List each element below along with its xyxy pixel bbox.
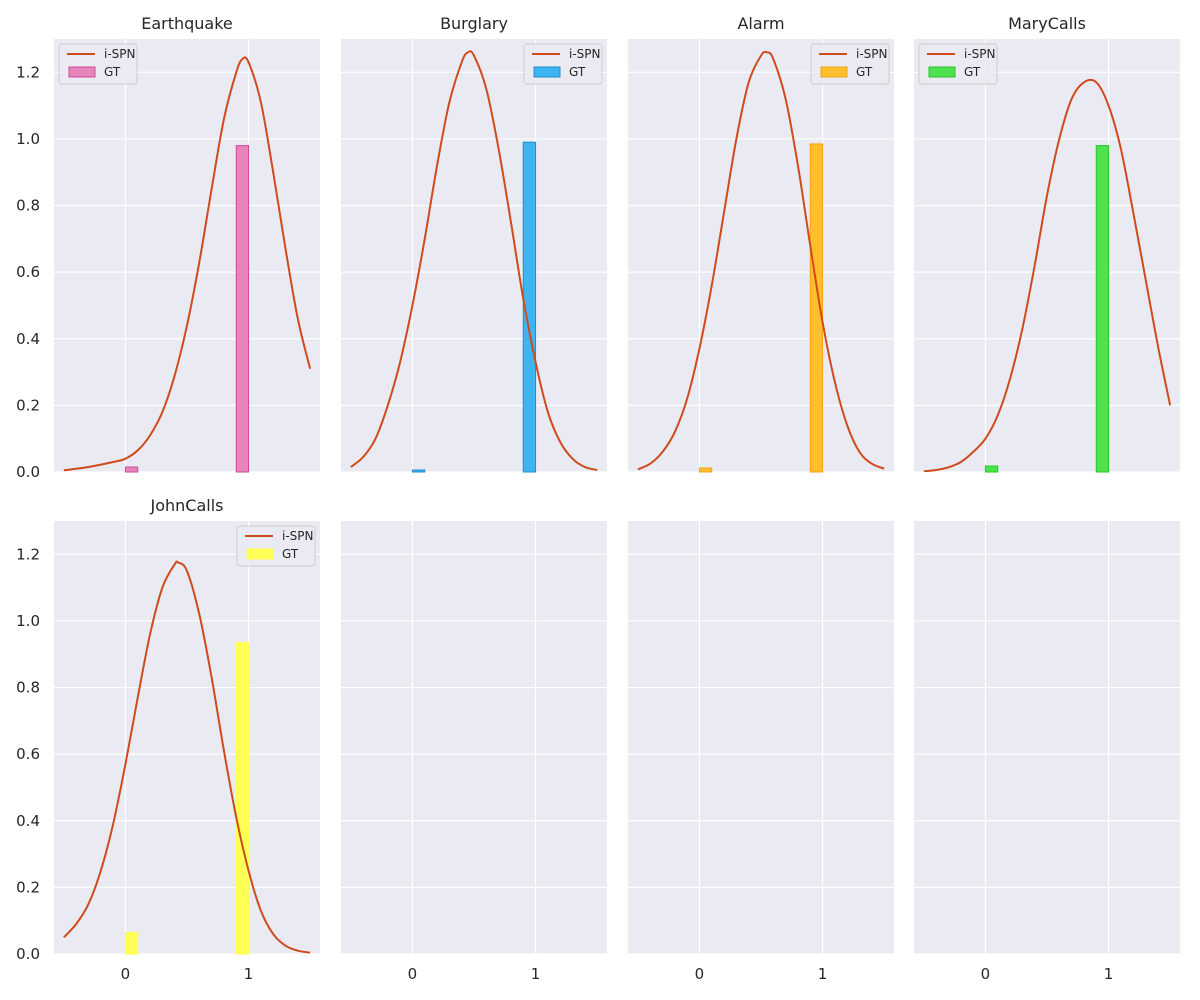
ispn-curve: [923, 78, 1172, 472]
y-tick-label: 0.4: [16, 812, 40, 830]
subplot-earthquake: 0.0 0.2 0.4 0.6 0.8 1.0 1.2 Earthquake i-SPN GT: [16, 14, 320, 481]
panel-title: MaryCalls: [1008, 14, 1086, 33]
x-tick-label: 0: [695, 965, 705, 983]
y-tick-label: 0.0: [16, 463, 40, 481]
y-tick-label: 0.6: [16, 745, 40, 763]
panel-title: Burglary: [440, 14, 508, 33]
ispn-curve: [63, 560, 311, 954]
gt-bar: [124, 466, 139, 473]
plot-area: [341, 521, 607, 954]
y-tick-label: 0.2: [16, 878, 40, 896]
legend-bar-swatch: [820, 66, 848, 78]
legend: i-SPN GT: [236, 525, 316, 567]
y-tick-label: 0.6: [16, 263, 40, 281]
plot-area: [914, 521, 1180, 954]
legend-label-ispn: i-SPN: [104, 47, 136, 61]
subplot-burglary: Burglary i-SPN GT: [341, 14, 607, 473]
y-tick-label: 0.0: [16, 945, 40, 963]
x-tick-label: 1: [1104, 965, 1114, 983]
legend-label-gt: GT: [856, 65, 873, 79]
legend: i-SPN GT: [58, 43, 138, 85]
plot-area: [914, 39, 1180, 472]
x-tick-label: 1: [244, 965, 254, 983]
ispn-curve: [637, 50, 885, 471]
legend-bar-swatch: [68, 66, 96, 78]
y-tick-label: 0.2: [16, 396, 40, 414]
gt-bar: [522, 141, 537, 473]
gt-bar: [1095, 145, 1110, 473]
legend-label-gt: GT: [104, 65, 121, 79]
y-tick-label: 1.2: [16, 545, 40, 563]
legend-label-ispn: i-SPN: [964, 47, 996, 61]
subplot-marycalls: MaryCalls i-SPN GT: [914, 14, 1180, 473]
plot-area: [628, 39, 894, 472]
ispn-curve: [350, 50, 598, 471]
subplot-alarm: Alarm i-SPN GT: [628, 14, 894, 473]
plot-area: [54, 521, 320, 954]
legend-bar-swatch: [533, 66, 561, 78]
x-tick-label: 0: [981, 965, 991, 983]
y-tick-label: 1.0: [16, 612, 40, 630]
gt-bar: [235, 642, 250, 955]
gt-bar: [809, 143, 824, 473]
gt-bar: [984, 465, 999, 473]
x-tick-label: 1: [818, 965, 828, 983]
x-tick-label: 1: [531, 965, 541, 983]
legend-label-gt: GT: [964, 65, 981, 79]
plot-area: [628, 521, 894, 954]
y-tick-label: 1.0: [16, 130, 40, 148]
legend: i-SPN GT: [918, 43, 998, 85]
x-tick-label: 0: [408, 965, 418, 983]
legend-bar-swatch: [246, 548, 274, 560]
ispn-curve: [63, 56, 312, 472]
y-tick-label: 0.4: [16, 330, 40, 348]
gt-bar: [124, 931, 139, 955]
y-tick-label: 0.8: [16, 197, 40, 215]
legend: i-SPN GT: [523, 43, 603, 85]
legend: i-SPN GT: [810, 43, 890, 85]
legend-label-ispn: i-SPN: [856, 47, 888, 61]
y-tick-label: 0.8: [16, 679, 40, 697]
y-tick-label: 1.2: [16, 63, 40, 81]
panel-title: JohnCalls: [150, 496, 224, 515]
legend-label-gt: GT: [569, 65, 586, 79]
legend-bar-swatch: [928, 66, 956, 78]
legend-label-ispn: i-SPN: [282, 529, 314, 543]
gt-bar: [235, 145, 250, 473]
legend-label-gt: GT: [282, 547, 299, 561]
legend-label-ispn: i-SPN: [569, 47, 601, 61]
plot-area: [341, 39, 607, 472]
panel-title: Earthquake: [141, 14, 233, 33]
gt-bar: [698, 467, 713, 473]
plot-area: [54, 39, 320, 472]
panel-title: Alarm: [737, 14, 784, 33]
gt-bar: [411, 469, 426, 473]
subplot-johncalls: 0.0 0.2 0.4 0.6 0.8 1.0 1.2 0 1 JohnCalls i-SPN GT: [16, 496, 320, 983]
x-tick-label: 0: [121, 965, 131, 983]
